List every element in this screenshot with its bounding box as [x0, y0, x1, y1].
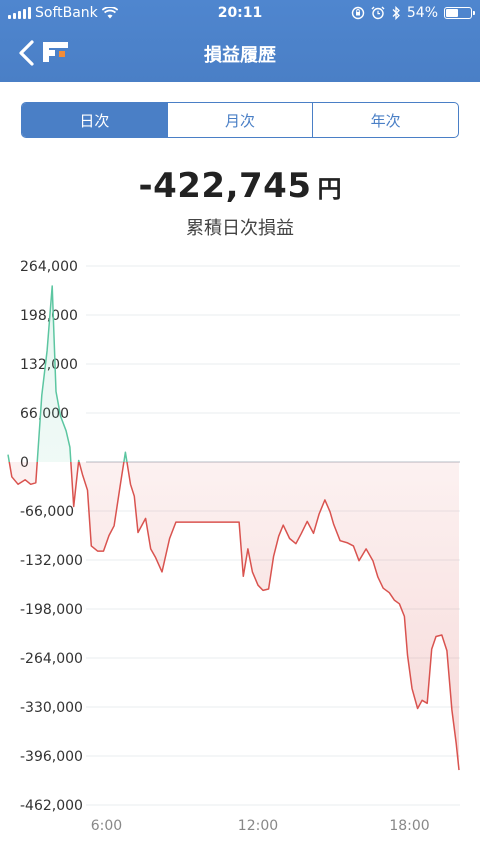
y-tick-label: -198,000 — [20, 602, 83, 618]
status-right: 54% — [351, 5, 475, 21]
y-tick-label: 264,000 — [20, 259, 78, 275]
amount-unit: 円 — [317, 175, 342, 203]
x-tick-label: 18:00 — [389, 818, 429, 834]
app-logo-icon — [43, 42, 68, 62]
status-time: 20:11 — [217, 5, 263, 21]
status-left: SoftBank — [8, 5, 118, 21]
y-tick-label: -330,000 — [20, 700, 83, 716]
amount-value: -422,745 — [138, 166, 312, 206]
bluetooth-icon — [392, 6, 400, 20]
series-area-negative — [8, 462, 459, 771]
x-tick-label: 6:00 — [91, 818, 122, 834]
navigation-bar: 損益履歴 — [0, 28, 480, 82]
y-tick-label: -396,000 — [20, 749, 83, 765]
battery-percent: 54% — [406, 5, 438, 21]
series-line-positive — [7, 285, 128, 462]
cumulative-amount: -422,745 円 — [0, 166, 480, 206]
y-tick-label: -462,000 — [20, 798, 83, 814]
y-tick-label: -132,000 — [20, 553, 83, 569]
x-tick-label: 12:00 — [238, 818, 278, 834]
tab-monthly[interactable]: 月次 — [166, 103, 313, 137]
chevron-left-icon — [19, 40, 34, 66]
period-tabs: 日次 月次 年次 — [21, 102, 459, 138]
alarm-icon — [371, 6, 385, 20]
wifi-icon — [101, 7, 118, 19]
series-line-negative — [8, 462, 460, 771]
battery-icon — [444, 7, 475, 19]
back-button[interactable] — [16, 38, 76, 72]
status-bar: SoftBank 20:11 54% — [0, 0, 480, 28]
carrier-label: SoftBank — [35, 5, 98, 21]
tab-yearly[interactable]: 年次 — [312, 103, 458, 137]
pnl-chart: 264,000198,000132,00066,0000-66,000-132,… — [7, 259, 460, 834]
y-tick-label: 198,000 — [20, 308, 78, 324]
y-tick-label: -66,000 — [20, 504, 74, 520]
series-area-positive — [8, 286, 459, 462]
signal-icon — [8, 7, 31, 19]
y-tick-label: -264,000 — [20, 651, 83, 667]
amount-label: 累積日次損益 — [186, 218, 294, 239]
rotation-lock-icon — [351, 6, 365, 20]
battery-fill — [446, 9, 459, 17]
tab-daily[interactable]: 日次 — [22, 103, 167, 137]
header-bar: SoftBank 20:11 54% 損益履歴 — [0, 0, 480, 82]
page-title: 損益履歴 — [204, 45, 276, 66]
